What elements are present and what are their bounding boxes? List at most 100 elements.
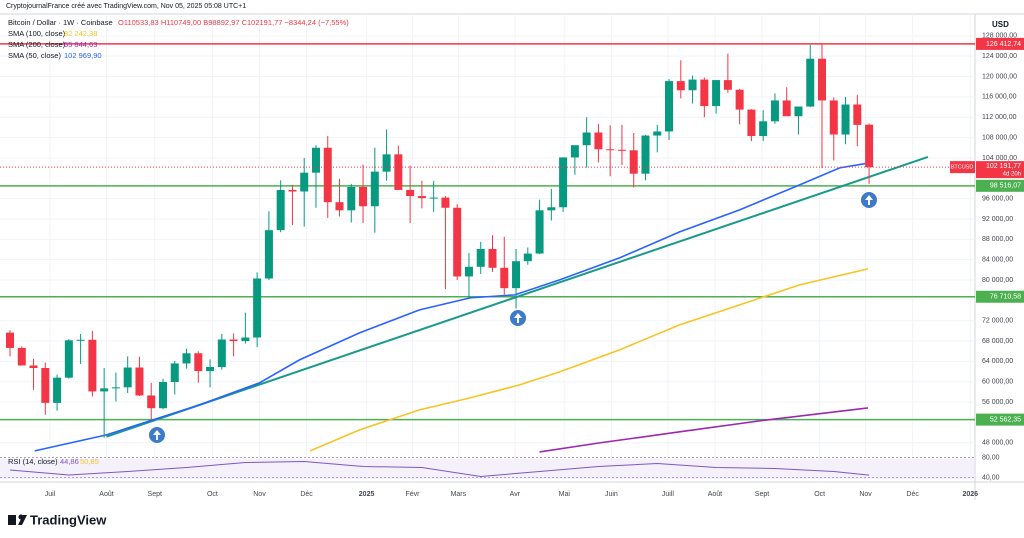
overlay: 48 000,00 56 000,00 60 000,00 64 000,00 68 0… <box>8 29 1024 498</box>
y-tick-label: 108 000,00 <box>982 134 1017 141</box>
candle-body <box>170 363 179 383</box>
candle-body <box>865 124 874 168</box>
candle-body <box>276 189 285 231</box>
candle-body <box>194 353 203 372</box>
logo-icon <box>18 515 27 525</box>
price-box <box>950 161 975 174</box>
candle-body <box>617 149 626 151</box>
candle-body <box>853 104 862 125</box>
y-tick-label: 124 000,00 <box>982 53 1017 60</box>
y-tick-label: 112 000,00 <box>982 114 1017 121</box>
x-tick-label: Avr <box>510 491 521 498</box>
x-tick-label: Déc <box>300 491 313 498</box>
legend-value: 55 844,63 <box>64 40 97 49</box>
candle-body <box>206 366 215 372</box>
candle-body <box>264 230 273 279</box>
rsi-title: RSI (14, close) <box>8 457 58 466</box>
x-tick-label: Sept <box>755 491 769 498</box>
candle-body <box>653 131 662 136</box>
candle-body <box>123 367 132 388</box>
candle-body <box>547 207 556 211</box>
logo-icon <box>8 515 16 525</box>
sma-line <box>34 162 869 452</box>
candle-body <box>464 266 473 277</box>
x-tick-label: Août <box>99 491 113 498</box>
price-countdown: 4d 20h <box>1003 172 1021 178</box>
level-box <box>976 290 1024 303</box>
candle-body <box>794 106 803 117</box>
y-tick-label: 92 000,00 <box>982 216 1013 223</box>
price-symbol: BTCUSD <box>951 165 974 171</box>
candle-body <box>759 121 768 137</box>
candle-body <box>359 186 368 207</box>
rsi-line <box>9 460 870 478</box>
candle-body <box>841 104 850 135</box>
y-tick-label: 96 000,00 <box>982 195 1013 202</box>
y-tick-label: 64 000,00 <box>982 358 1013 365</box>
x-tick-label: Sept <box>148 491 162 498</box>
candle-body <box>370 171 379 207</box>
header: CryptojournalFrance créé avec TradingVie… <box>6 3 246 10</box>
markers <box>149 192 877 443</box>
candle-body <box>512 261 521 289</box>
candle-body <box>76 339 85 341</box>
candle-body <box>723 80 732 90</box>
candle-body <box>818 58 827 101</box>
candle-body <box>770 100 779 122</box>
candle-body <box>500 267 509 289</box>
candle-body <box>311 147 320 173</box>
level-label: 52 562,35 <box>990 416 1021 423</box>
candle-body <box>241 337 250 342</box>
symbol-line: Bitcoin / Dollar · 1W · Coinbase <box>8 18 113 27</box>
legend-name: SMA (200, close) <box>8 40 66 49</box>
x-tick-label: Juill <box>662 491 675 498</box>
x-tick-label: 2026 <box>963 491 979 498</box>
level-label: 76 710,58 <box>990 294 1021 301</box>
candle-body <box>676 81 685 91</box>
y-tick-label: 56 000,00 <box>982 399 1013 406</box>
candle-body <box>806 58 815 107</box>
level-box <box>976 37 1024 50</box>
candle-body <box>323 147 332 203</box>
candle-body <box>406 189 415 197</box>
sma-line <box>309 268 869 452</box>
candle-body <box>782 100 791 117</box>
trendline <box>106 155 929 438</box>
rsi-value: 44,86 <box>60 457 79 466</box>
x-tick-label: Févr <box>405 491 420 498</box>
y-tick-label: 60 000,00 <box>982 379 1013 386</box>
y-tick-label: 116 000,00 <box>982 94 1017 101</box>
candle-body <box>559 157 568 208</box>
candle-body <box>700 79 709 107</box>
y-tick-label: 104 000,00 <box>982 155 1017 162</box>
x-tick-label: Juil <box>45 491 56 498</box>
candle-body <box>111 387 120 389</box>
candle-body <box>17 347 26 366</box>
candle-body <box>417 196 426 199</box>
candle-body <box>606 149 615 151</box>
ohlc: O110533,83 H110749,00 B98892,97 C102191,… <box>118 18 349 27</box>
candle-body <box>135 367 144 396</box>
candle-body <box>88 339 97 392</box>
candle-body <box>288 189 297 192</box>
y-tick-label: 72 000,00 <box>982 318 1013 325</box>
y-tick-label: 128 000,00 <box>982 33 1017 40</box>
candle-body <box>735 89 744 110</box>
candle-body <box>570 145 579 158</box>
level-box <box>976 413 1024 426</box>
candle-body <box>147 395 156 409</box>
currency: USD <box>992 20 1009 29</box>
x-tick-label: Mars <box>451 491 467 498</box>
rsi-tick-label: 40,00 <box>982 474 1000 481</box>
x-tick-label: Oct <box>814 491 825 498</box>
x-tick-label: Déc <box>906 491 919 498</box>
candle-body <box>747 109 756 137</box>
candle-body <box>335 202 344 211</box>
candle-body <box>523 253 532 262</box>
y-tick-label: 68 000,00 <box>982 338 1013 345</box>
candle-body <box>100 388 109 392</box>
candle-body <box>829 100 838 135</box>
candle-body <box>641 135 650 174</box>
x-tick-label: Juin <box>605 491 618 498</box>
